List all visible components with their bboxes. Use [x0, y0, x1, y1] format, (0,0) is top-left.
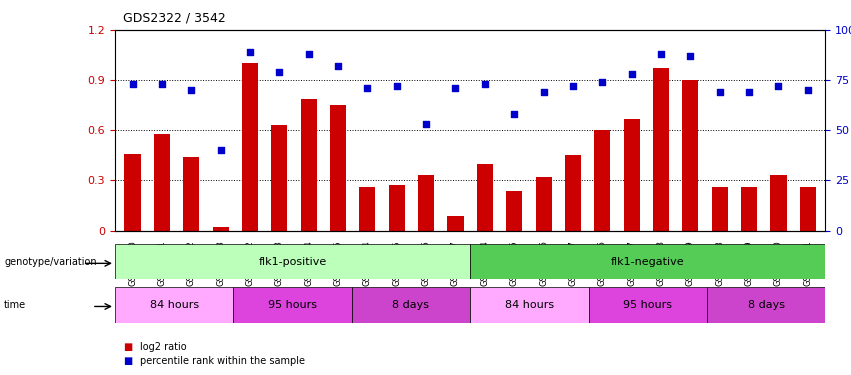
Text: log2 ratio: log2 ratio	[140, 342, 187, 352]
Point	[801, 87, 814, 93]
Bar	[535, 177, 551, 231]
Point	[126, 81, 140, 87]
Bar	[213, 227, 229, 231]
Text: 84 hours: 84 hours	[150, 300, 198, 310]
Point	[537, 89, 551, 95]
Text: percentile rank within the sample: percentile rank within the sample	[140, 356, 306, 366]
Point	[390, 83, 403, 89]
Point	[243, 49, 257, 55]
Text: 84 hours: 84 hours	[505, 300, 554, 310]
Point	[625, 71, 638, 77]
Text: ■: ■	[123, 342, 133, 352]
Bar	[448, 216, 464, 231]
Text: flk1-negative: flk1-negative	[611, 256, 685, 267]
Bar	[711, 187, 728, 231]
Bar	[770, 176, 786, 231]
Point	[448, 85, 462, 91]
Bar	[506, 190, 523, 231]
Text: time: time	[4, 300, 26, 310]
Bar	[154, 134, 170, 231]
Point	[566, 83, 580, 89]
Bar	[470, 287, 589, 322]
Bar	[741, 187, 757, 231]
Point	[596, 79, 609, 85]
Bar	[624, 118, 640, 231]
Bar	[594, 130, 610, 231]
Text: flk1-positive: flk1-positive	[259, 256, 327, 267]
Bar	[351, 287, 470, 322]
Text: 8 days: 8 days	[392, 300, 430, 310]
Point	[683, 53, 697, 59]
Point	[214, 147, 227, 153]
Bar	[589, 287, 707, 322]
Point	[713, 89, 727, 95]
Text: 95 hours: 95 hours	[623, 300, 672, 310]
Point	[654, 51, 668, 57]
Point	[742, 89, 756, 95]
Text: ■: ■	[123, 356, 133, 366]
Bar	[653, 69, 669, 231]
Bar	[565, 155, 581, 231]
Point	[420, 121, 433, 127]
Point	[302, 51, 316, 57]
Point	[331, 63, 345, 69]
Bar	[300, 99, 317, 231]
Bar	[115, 244, 470, 279]
Text: 8 days: 8 days	[748, 300, 785, 310]
Point	[361, 85, 374, 91]
Bar	[183, 157, 199, 231]
Point	[155, 81, 168, 87]
Bar	[683, 80, 699, 231]
Point	[478, 81, 492, 87]
Bar	[359, 187, 375, 231]
Bar	[233, 287, 351, 322]
Point	[185, 87, 198, 93]
Text: GDS2322 / 3542: GDS2322 / 3542	[123, 11, 226, 24]
Bar	[477, 164, 493, 231]
Bar	[242, 63, 258, 231]
Bar	[271, 125, 288, 231]
Bar	[124, 154, 140, 231]
Bar	[418, 176, 434, 231]
Text: 95 hours: 95 hours	[268, 300, 317, 310]
Text: genotype/variation: genotype/variation	[4, 256, 97, 267]
Bar	[115, 287, 233, 322]
Bar	[470, 244, 825, 279]
Point	[772, 83, 785, 89]
Point	[507, 111, 521, 117]
Bar	[707, 287, 825, 322]
Bar	[800, 187, 816, 231]
Bar	[330, 105, 346, 231]
Bar	[389, 186, 405, 231]
Point	[272, 69, 286, 75]
